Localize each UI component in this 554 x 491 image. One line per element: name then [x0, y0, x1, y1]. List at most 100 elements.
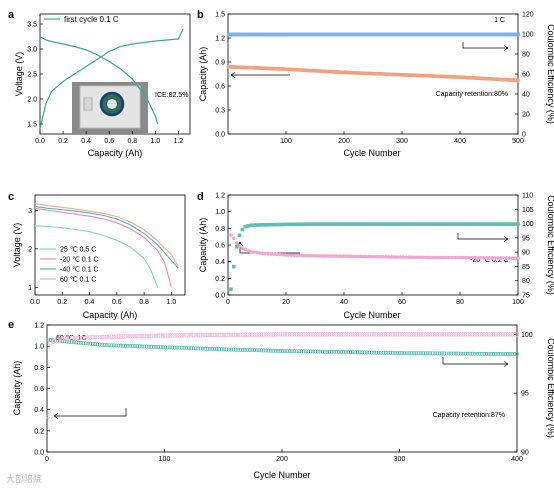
panel-e-capacity-point	[107, 343, 112, 348]
panel-d-ce-point	[332, 222, 337, 226]
panel-e-capacity-point	[433, 351, 437, 356]
panel-e-capacity-point	[189, 346, 194, 351]
panel-b-y2tick-label: 0	[522, 132, 526, 139]
panel-e-ce-point	[273, 332, 278, 337]
panel-e-ce-point	[463, 332, 468, 337]
panel-e-ce-point	[327, 332, 332, 337]
panel-e-capacity-point	[489, 351, 494, 356]
panel-d-ce-point	[272, 222, 276, 227]
panel-e-arrow-right	[442, 357, 509, 367]
panel-e-capacity-point	[186, 346, 191, 351]
panel-e-ce-point	[350, 332, 356, 337]
panel-d-ce-point	[476, 222, 480, 226]
panel-e-capacity-point	[339, 350, 344, 354]
panel-e-ce-point	[507, 332, 513, 337]
panel-d-capacity-point	[277, 252, 282, 257]
panel-d-ce-point	[366, 222, 371, 226]
panel-d-capacity-point	[498, 256, 503, 260]
panel-e-ce-point	[475, 332, 480, 337]
panel-d-capacity-point	[467, 255, 471, 260]
panel-e-arrow-left	[53, 408, 127, 419]
panel-d-xtick-label: 40	[340, 299, 348, 306]
panel-e-ce-point	[107, 334, 112, 339]
panel-d-capacity-point	[349, 254, 354, 259]
panel-e-capacity-point	[346, 350, 351, 355]
panel-e-capacity-point	[130, 344, 135, 348]
panel-c-xtick-label: 0.6	[112, 299, 122, 306]
panel-d-capacity-point	[263, 251, 268, 256]
panel-e-capacity-point	[404, 351, 409, 356]
panel-d-capacity-point	[335, 254, 339, 258]
panel-e-ce-point	[414, 332, 419, 337]
panel-d-capacity-point	[257, 251, 262, 255]
panel-d-ce-point	[315, 222, 319, 226]
panel-e-capacity-point	[458, 351, 463, 356]
panel-e-ce-point	[210, 333, 215, 338]
panel-b-rate: 1 C	[494, 17, 505, 24]
panel-d-ce-point	[372, 222, 377, 226]
panel-d-capacity-point	[409, 255, 414, 260]
panel-e-capacity-point	[72, 340, 76, 345]
panel-d-capacity-point	[404, 255, 408, 259]
panel-d-capacity-point	[283, 253, 288, 257]
panel-e-capacity-point	[369, 350, 374, 355]
panel-e-ce-point	[346, 332, 351, 337]
panel-e-capacity-point	[482, 351, 487, 356]
panel-e-ce-point	[137, 333, 142, 339]
panel-d-capacity-point	[269, 252, 273, 256]
panel-a-ytick-label: 2.0	[27, 97, 37, 104]
panel-d-ce-point	[346, 222, 351, 226]
panel-e-capacity-point	[393, 351, 398, 355]
panel-d-capacity-point	[364, 254, 368, 259]
panel-d-ce-point	[277, 222, 282, 227]
panel-e-capacity-point	[175, 345, 180, 350]
panel-e-capacity-point	[247, 348, 252, 352]
panel-b-capacity-point	[516, 78, 520, 83]
panel-e-ce-point	[393, 332, 398, 337]
panel-e-capacity-point	[435, 351, 440, 356]
panel-e-ce-point	[69, 336, 74, 341]
panel-e-ce-point	[289, 332, 295, 337]
panel-e-capacity-point	[275, 348, 280, 353]
panel-e-capacity-point	[95, 342, 100, 347]
panel-e-ce-point	[360, 332, 365, 337]
panel-e-ce-point	[271, 332, 276, 337]
panel-d-ce-point	[455, 222, 460, 226]
panel-e-capacity-point	[496, 352, 501, 356]
panel-d-arrow-right	[457, 233, 509, 242]
panel-e-capacity-point	[79, 340, 83, 345]
panel-e-capacity-point	[479, 351, 484, 356]
panel-d-y2tick-label: 105	[522, 207, 534, 214]
panel-d-ce-point	[444, 222, 449, 226]
panel-e-ce-point	[514, 332, 520, 337]
panel-e-capacity-point	[283, 349, 287, 353]
panel-c-legend: 25 ℃ 0.5 C -20 ℃ 0.1 C -40 ℃ 0.1 C 60 ℃ 0.1…	[40, 247, 99, 284]
panel-e-capacity-point	[313, 349, 318, 354]
panel-e-ce-point	[353, 332, 358, 337]
panel-e-ce-point	[132, 334, 138, 339]
panel-e-capacity-point	[503, 352, 508, 356]
panel-e-capacity-point	[390, 351, 395, 355]
panel-d-capacity-point	[395, 255, 400, 259]
panel-e-ce-point	[252, 332, 257, 337]
panel-e-capacity-point	[149, 344, 154, 349]
panel-e-ce-point	[336, 332, 341, 337]
panel-d-capacity-point	[280, 252, 285, 257]
panel-e-capacity-point	[50, 338, 55, 343]
panel-d-capacity-point	[387, 255, 391, 259]
panel-d-ce-point	[275, 222, 279, 227]
panel-b-ytick-label: 1.2	[215, 36, 225, 43]
panel-d-capacity-point	[384, 255, 388, 259]
panel-d-capacity-point	[355, 254, 360, 259]
panel-c-curve-0	[34, 225, 159, 288]
panel-e-capacity-point	[123, 343, 128, 348]
panel-e-ce-point	[460, 332, 466, 337]
panel-e-ce-point	[184, 333, 189, 338]
panel-b-xlabel: Cycle Number	[343, 148, 400, 158]
panel-e-capacity-point	[395, 351, 400, 355]
watermark: 大部陪院	[6, 473, 42, 484]
panel-e-capacity-point	[451, 351, 456, 356]
panel-d-capacity-point	[438, 255, 443, 260]
panel-e-capacity-point	[93, 342, 97, 347]
panel-e-capacity-point	[501, 352, 505, 356]
